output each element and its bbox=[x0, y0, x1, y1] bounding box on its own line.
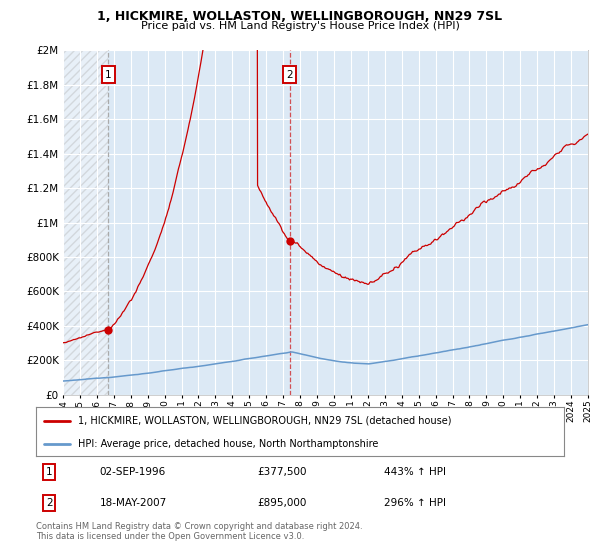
Text: £377,500: £377,500 bbox=[258, 467, 307, 477]
Text: 2: 2 bbox=[46, 498, 53, 508]
Text: 443% ↑ HPI: 443% ↑ HPI bbox=[385, 467, 446, 477]
Text: 296% ↑ HPI: 296% ↑ HPI bbox=[385, 498, 446, 508]
Bar bbox=[63, 50, 108, 395]
Text: 1: 1 bbox=[105, 69, 112, 80]
Text: HPI: Average price, detached house, North Northamptonshire: HPI: Average price, detached house, Nort… bbox=[78, 439, 379, 449]
Text: 02-SEP-1996: 02-SEP-1996 bbox=[100, 467, 166, 477]
Text: 1: 1 bbox=[46, 467, 53, 477]
Text: 1, HICKMIRE, WOLLASTON, WELLINGBOROUGH, NN29 7SL: 1, HICKMIRE, WOLLASTON, WELLINGBOROUGH, … bbox=[97, 10, 503, 23]
Bar bbox=[63, 50, 108, 395]
Text: 18-MAY-2007: 18-MAY-2007 bbox=[100, 498, 167, 508]
Text: £895,000: £895,000 bbox=[258, 498, 307, 508]
Text: Price paid vs. HM Land Registry's House Price Index (HPI): Price paid vs. HM Land Registry's House … bbox=[140, 21, 460, 31]
Text: 2: 2 bbox=[286, 69, 293, 80]
Text: Contains HM Land Registry data © Crown copyright and database right 2024.
This d: Contains HM Land Registry data © Crown c… bbox=[36, 522, 362, 542]
Bar bbox=[290, 50, 600, 395]
Text: 1, HICKMIRE, WOLLASTON, WELLINGBOROUGH, NN29 7SL (detached house): 1, HICKMIRE, WOLLASTON, WELLINGBOROUGH, … bbox=[78, 416, 452, 426]
